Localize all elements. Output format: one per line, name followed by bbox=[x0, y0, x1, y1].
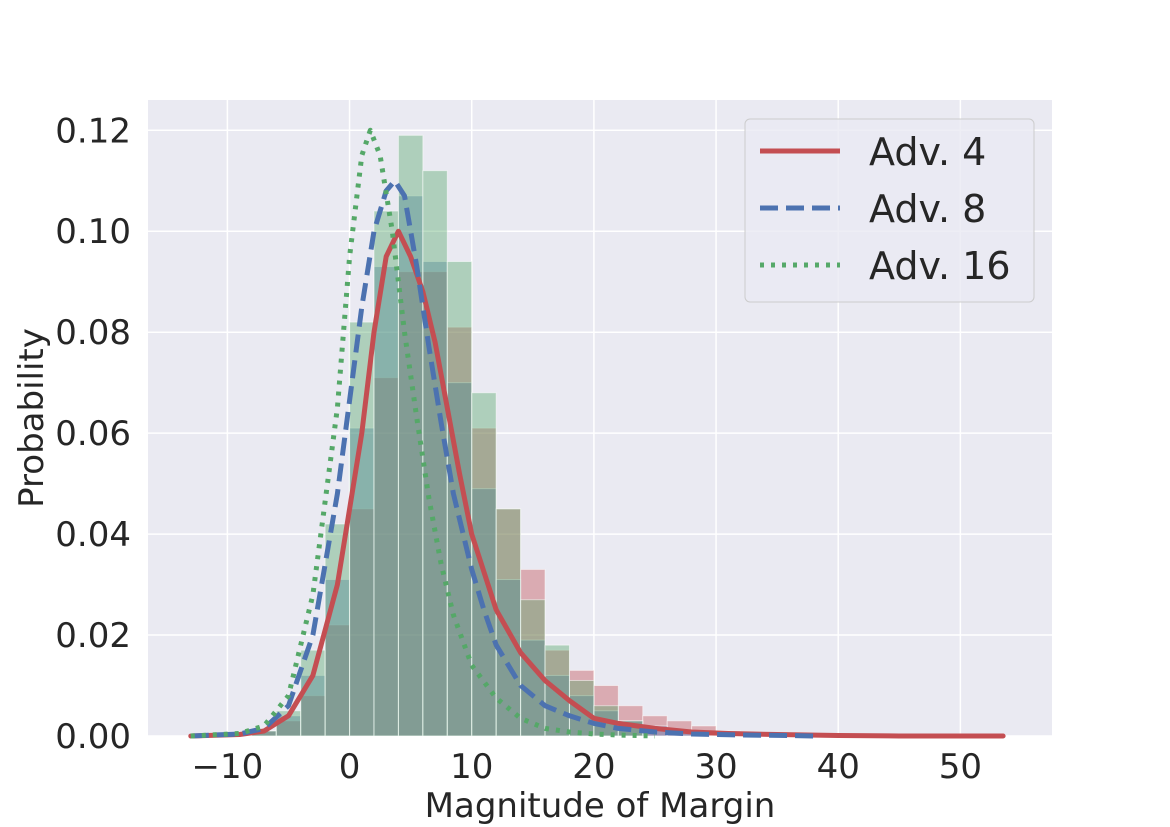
y-tick-label: 0.04 bbox=[55, 515, 131, 555]
histogram-bar bbox=[446, 326, 473, 737]
y-tick-label: 0.00 bbox=[55, 717, 131, 757]
histogram-bar bbox=[373, 210, 399, 737]
y-tick-label: 0.08 bbox=[55, 313, 131, 353]
y-tick-label: 0.10 bbox=[55, 212, 131, 252]
x-axis-ticks: −10 0 10 20 30 40 50 bbox=[192, 747, 982, 787]
x-tick-label: 20 bbox=[572, 747, 615, 787]
x-tick-label: 10 bbox=[450, 747, 493, 787]
y-tick-label: 0.06 bbox=[55, 414, 131, 454]
kde-line bbox=[190, 127, 656, 739]
legend: Adv. 4 Adv. 8 Adv. 16 bbox=[744, 118, 1035, 303]
histogram-bar bbox=[422, 170, 448, 737]
y-tick-label: 0.02 bbox=[55, 616, 131, 656]
histogram-bar bbox=[446, 261, 473, 737]
y-axis-label: Probability bbox=[12, 328, 52, 508]
legend-label: Adv. 8 bbox=[869, 187, 986, 231]
kde-line bbox=[188, 228, 1006, 739]
histogram-bar bbox=[397, 271, 424, 737]
histogram-bar bbox=[397, 134, 424, 737]
x-tick-label: 0 bbox=[339, 747, 361, 787]
kde-lines bbox=[188, 127, 1006, 739]
y-tick-label: 0.12 bbox=[55, 111, 131, 151]
histogram-bar bbox=[495, 508, 522, 737]
x-axis-label: Magnitude of Margin bbox=[425, 786, 776, 826]
legend-label: Adv. 16 bbox=[869, 244, 1011, 288]
x-tick-label: 40 bbox=[817, 747, 860, 787]
y-axis-ticks: 0.00 0.02 0.04 0.06 0.08 0.10 0.12 bbox=[55, 111, 131, 757]
x-tick-label: 50 bbox=[939, 747, 982, 787]
histogram-bar bbox=[349, 321, 375, 737]
legend-label: Adv. 4 bbox=[869, 130, 986, 174]
legend-frame bbox=[744, 118, 1035, 303]
x-tick-label: −10 bbox=[192, 747, 264, 787]
x-tick-label: 30 bbox=[694, 747, 737, 787]
